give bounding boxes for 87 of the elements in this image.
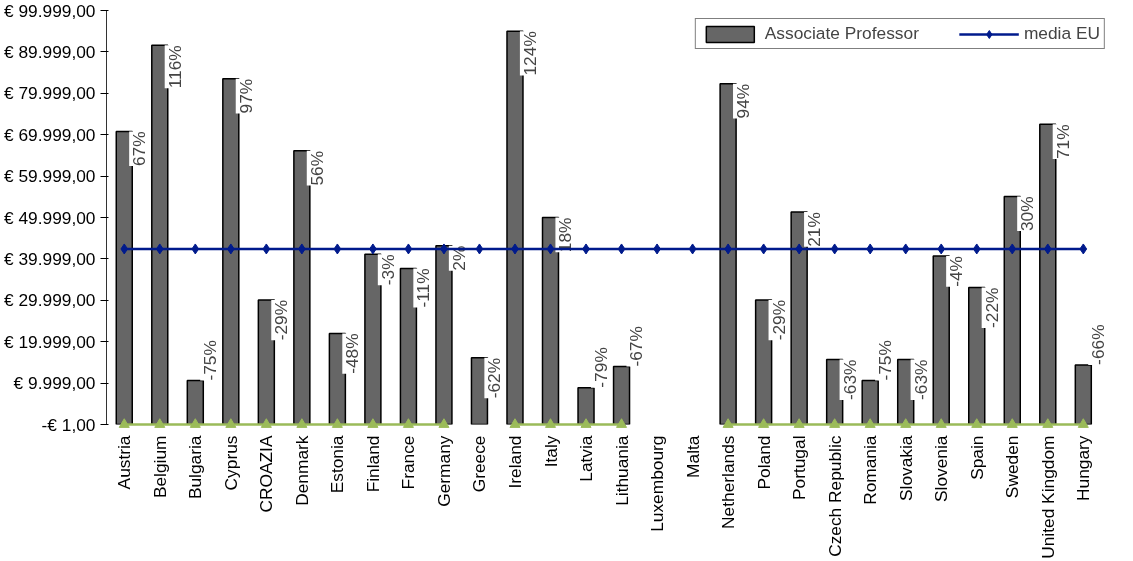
x-tick-label: Ireland <box>504 435 525 489</box>
bar <box>399 267 418 425</box>
annotation: -11% <box>413 268 434 308</box>
bar <box>293 150 311 425</box>
annotation: 30% <box>1017 196 1038 232</box>
annotation: 71% <box>1052 124 1073 160</box>
annotation: -29% <box>768 299 789 341</box>
bar <box>719 83 737 425</box>
x-tick-label: Germany <box>433 435 454 507</box>
y-tick-label: € 9.999,00 <box>13 373 96 394</box>
y-tick-label: € 39.999,00 <box>3 248 96 269</box>
annotation: -67% <box>626 326 647 367</box>
bar <box>1074 364 1093 425</box>
x-tick-label: Latvia <box>576 435 597 482</box>
bar <box>968 286 986 425</box>
x-tick-label: Spain <box>966 435 987 480</box>
annotation: -29% <box>271 299 292 341</box>
annotation: -75% <box>875 340 896 381</box>
y-tick-label: € 89.999,00 <box>3 41 96 62</box>
x-tick-label: Luxembourg <box>647 435 668 532</box>
y-tick-label: € 59.999,00 <box>3 166 96 187</box>
x-tick-label: Netherlands <box>718 435 739 529</box>
x-tick-label: Poland <box>753 435 774 490</box>
y-tick-label: € 29.999,00 <box>3 290 96 311</box>
bar <box>506 30 524 425</box>
x-tick-label: Cyprus <box>220 435 241 491</box>
annotation: -4% <box>946 255 967 287</box>
x-tick-label: CROAZIA <box>256 435 277 513</box>
x-tick-label: Romania <box>860 435 881 505</box>
annotation: -48% <box>342 333 363 374</box>
legend-label: media EU <box>1023 23 1100 44</box>
annotation: -22% <box>981 287 1002 328</box>
annotation: 97% <box>235 78 256 114</box>
bar <box>932 255 950 425</box>
x-tick-label: Lithuania <box>611 435 632 506</box>
bar <box>1003 195 1022 425</box>
y-tick-label: € 49.999,00 <box>3 207 96 228</box>
annotation: 18% <box>555 217 576 253</box>
y-tick-label: € 19.999,00 <box>3 331 96 352</box>
x-tick-label: Austria <box>114 435 135 490</box>
bar <box>435 244 453 425</box>
x-tick-label: Portugal <box>789 435 810 501</box>
x-tick-label: Bulgaria <box>185 435 206 500</box>
y-tick-label: € 79.999,00 <box>3 83 96 104</box>
y-tick-label: € 99.999,00 <box>3 0 96 21</box>
bar <box>754 299 773 425</box>
annotation: 116% <box>164 45 185 89</box>
bar <box>577 386 595 425</box>
x-tick-label: Estonia <box>327 435 348 494</box>
legend-label: Associate Professor <box>764 23 919 44</box>
annotation: -63% <box>839 359 860 400</box>
annotation: 56% <box>306 150 327 186</box>
annotation: 94% <box>733 83 754 119</box>
annotation: -75% <box>200 340 221 381</box>
y-tick-label: € 69.999,00 <box>3 124 96 145</box>
bar <box>364 253 382 425</box>
x-tick-label: United Kingdom <box>1037 435 1058 559</box>
x-tick-label: Czech Republic <box>824 435 845 557</box>
annotation: -79% <box>590 347 611 388</box>
annotation: -62% <box>484 357 505 399</box>
bar <box>115 130 133 425</box>
bar <box>151 44 169 425</box>
x-tick-label: Italy <box>540 435 561 468</box>
x-tick-label: Slovenia <box>931 435 952 502</box>
bar <box>541 216 560 425</box>
x-tick-label: Malta <box>682 435 703 478</box>
annotation: -66% <box>1088 324 1109 365</box>
x-tick-label: Finland <box>362 435 383 493</box>
bar <box>186 379 205 425</box>
y-tick-label: -€ 1,00 <box>41 414 96 435</box>
x-tick-label: Slovakia <box>895 435 916 501</box>
bar <box>790 211 808 425</box>
x-tick-label: Hungary <box>1073 435 1094 501</box>
x-tick-label: Greece <box>469 435 490 493</box>
annotation: -3% <box>377 254 398 286</box>
bar <box>222 78 240 425</box>
x-tick-label: Denmark <box>291 435 312 506</box>
x-tick-label: Belgium <box>149 435 170 499</box>
bar <box>612 365 631 425</box>
annotation: 124% <box>519 31 540 76</box>
bar <box>861 379 879 425</box>
bar <box>1039 123 1057 425</box>
x-tick-label: Sweden <box>1002 435 1023 499</box>
annotation: 67% <box>129 131 150 167</box>
x-tick-label: France <box>398 435 419 490</box>
annotation: -63% <box>910 359 931 400</box>
annotation: 21% <box>804 212 825 247</box>
